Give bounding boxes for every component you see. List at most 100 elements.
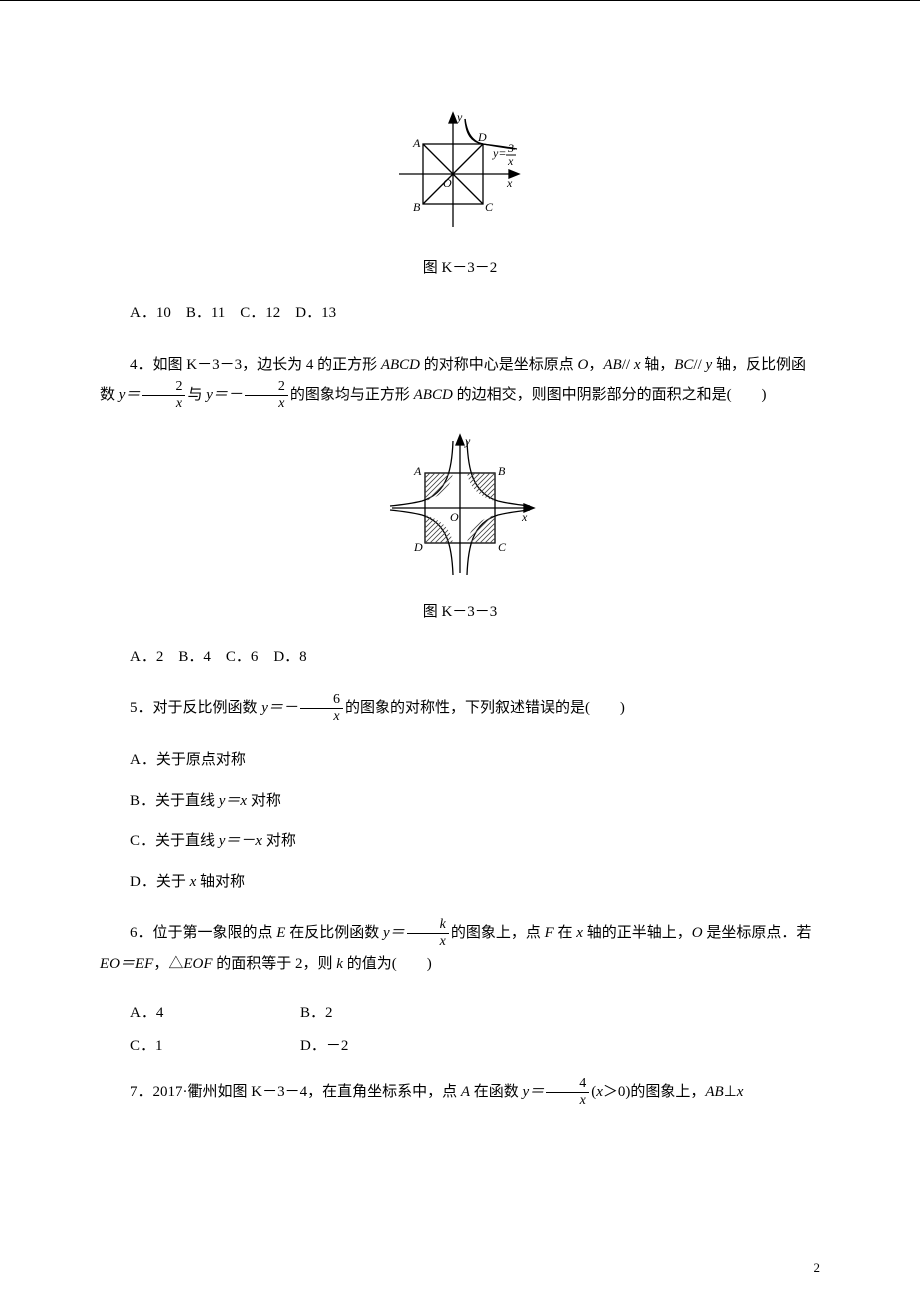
q7-t5: ⊥ <box>724 1084 737 1100</box>
q7-x: x <box>596 1084 603 1100</box>
q4-text: 4．如图 K－3－3，边长为 4 的正方形 <box>130 357 381 373</box>
q4-options: A．2 B．4 C．6 D．8 <box>100 643 820 672</box>
origin-label: O <box>443 176 452 190</box>
q4-frac1: 2x <box>142 380 185 411</box>
q3-options: A．10 B．11 C．12 D．13 <box>100 299 820 328</box>
vertex-d-label: D <box>477 130 487 144</box>
q7-x2: x <box>737 1084 744 1100</box>
figure-k-3-2: y x A B C D O y= 3 x 图 K－3－2 <box>100 109 820 277</box>
q4-t3: ， <box>588 357 603 373</box>
q6-lhs: y＝ <box>383 925 405 941</box>
q5b-eq: y＝x <box>219 793 247 809</box>
q6-options-row2: C．1 D．－2 <box>100 1034 820 1055</box>
q7-t1: 7．2017·衢州如图 K－3－4，在直角坐标系中，点 <box>130 1084 461 1100</box>
q5d-2: 轴对称 <box>196 874 245 890</box>
f2-d: D <box>413 540 423 554</box>
q7-AB: AB <box>705 1084 723 1100</box>
vertex-a-label: A <box>412 136 421 150</box>
q5c-2: 对称 <box>262 833 296 849</box>
q6-t3: 的图象上，点 <box>451 925 545 941</box>
q6-t1: 6．位于第一象限的点 <box>130 925 276 941</box>
curve-label-y: y= <box>492 146 506 160</box>
q5-opt-b: B．关于直线 y＝x 对称 <box>100 787 820 816</box>
f2-x: x <box>521 510 528 524</box>
curve-frac-den: x <box>507 154 514 168</box>
q6-t4: 在 <box>554 925 577 941</box>
q5d-1: D．关于 <box>130 874 190 890</box>
q7-num: 4 <box>546 1077 589 1093</box>
q6-k: k <box>336 956 343 972</box>
axis-y-label: y <box>456 110 463 124</box>
q5c-1: C．关于直线 <box>130 833 219 849</box>
q4-eq2-lhs: y＝－ <box>206 387 243 403</box>
q6-t5: 轴的正半轴上， <box>583 925 692 941</box>
figure-k-3-3-caption: 图 K－3－3 <box>100 600 820 621</box>
q7-den: x <box>546 1093 589 1108</box>
f2-b: B <box>498 464 506 478</box>
q4-t2: 的对称中心是坐标原点 <box>420 357 578 373</box>
q6-EOF: EOF <box>183 956 212 972</box>
q5-num: 6 <box>300 693 343 709</box>
q6-num: k <box>407 918 449 934</box>
q5b-2: 对称 <box>247 793 281 809</box>
q6-t2: 在反比例函数 <box>285 925 383 941</box>
f2-a: A <box>413 464 422 478</box>
q5-opt-a: A．关于原点对称 <box>100 746 820 775</box>
q5b-1: B．关于直线 <box>130 793 219 809</box>
q7-lhs: y＝ <box>523 1084 545 1100</box>
q4-eq1-lhs: y＝ <box>119 387 141 403</box>
q4-t5: 轴， <box>640 357 674 373</box>
figure-k-3-2-svg: y x A B C D O y= 3 x <box>375 109 545 239</box>
q5-t1: 5．对于反比例函数 <box>130 700 261 716</box>
q4-t9: 的图象均与正方形 <box>290 387 414 403</box>
q6-eq2: EO＝EF <box>100 956 153 972</box>
q4-t6: // <box>693 357 705 373</box>
q7-t4: ＞0)的图象上， <box>603 1084 706 1100</box>
q6-frac: kx <box>407 918 449 949</box>
q4-t4: // <box>622 357 634 373</box>
vertex-c-label: C <box>485 200 494 214</box>
q6-options-row1: A．4 B．2 <box>100 1001 820 1022</box>
q6-stem: 6．位于第一象限的点 E 在反比例函数 y＝kx的图象上，点 F 在 x 轴的正… <box>100 918 820 979</box>
q6-F: F <box>545 925 554 941</box>
f2-y: y <box>464 434 471 448</box>
q4-frac2-num: 2 <box>245 380 288 396</box>
page-number: 2 <box>814 1260 821 1276</box>
q6-opt-b: B．2 <box>300 1001 440 1022</box>
q6-t9: 的值为( ) <box>343 956 432 972</box>
document-page: y x A B C D O y= 3 x 图 K－3－2 A．10 B．11 C… <box>0 0 920 1302</box>
q4-frac2-den: x <box>245 396 288 411</box>
q5-t2: 的图象的对称性，下列叙述错误的是( ) <box>345 700 625 716</box>
q5-opt-c: C．关于直线 y＝－x 对称 <box>100 827 820 856</box>
q5-stem: 5．对于反比例函数 y＝－6x的图象的对称性，下列叙述错误的是( ) <box>100 693 820 724</box>
q4-abcd: ABCD <box>381 357 420 373</box>
q6-den: x <box>407 934 449 949</box>
q4-frac1-den: x <box>142 396 185 411</box>
curve-frac-num: 3 <box>507 141 514 155</box>
f2-c: C <box>498 540 507 554</box>
q6-t7: ，△ <box>153 956 183 972</box>
q5-lhs: y＝－ <box>261 700 298 716</box>
f2-o: O <box>450 510 459 524</box>
q7-frac: 4x <box>546 1077 589 1108</box>
q4-bc: BC <box>674 357 693 373</box>
figure-k-3-3-svg: y x A B C D O <box>370 433 550 583</box>
q4-frac2: 2x <box>245 380 288 411</box>
q6-opt-c: C．1 <box>130 1034 270 1055</box>
q6-O: O <box>692 925 703 941</box>
q4-t8: 与 <box>187 387 206 403</box>
q5-den: x <box>300 709 343 724</box>
q6-t6: 是坐标原点．若 <box>703 925 812 941</box>
q6-t8: 的面积等于 2，则 <box>213 956 337 972</box>
q4-abcd2: ABCD <box>414 387 453 403</box>
q4-t10: 的边相交，则图中阴影部分的面积之和是( ) <box>453 387 767 403</box>
q4-frac1-num: 2 <box>142 380 185 396</box>
q5c-eq: y＝－x <box>219 833 262 849</box>
q4-o: O <box>578 357 589 373</box>
q6-opt-d: D．－2 <box>300 1034 440 1055</box>
q4-stem: 4．如图 K－3－3，边长为 4 的正方形 ABCD 的对称中心是坐标原点 O，… <box>100 350 820 411</box>
q7-A: A <box>461 1084 470 1100</box>
q7-stem: 7．2017·衢州如图 K－3－4，在直角坐标系中，点 A 在函数 y＝4x(x… <box>100 1077 820 1108</box>
axis-x-label: x <box>506 176 513 190</box>
q4-ab: AB <box>603 357 621 373</box>
